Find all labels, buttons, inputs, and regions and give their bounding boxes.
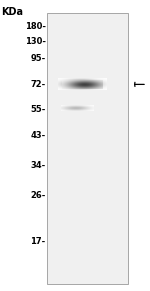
Text: KDa: KDa	[2, 7, 24, 17]
Text: 17-: 17-	[30, 237, 46, 246]
Text: 72-: 72-	[30, 80, 46, 89]
Text: 43-: 43-	[30, 132, 46, 140]
Text: 34-: 34-	[30, 162, 46, 170]
Text: 95-: 95-	[30, 54, 46, 63]
Text: 130-: 130-	[25, 37, 46, 46]
Text: 55-: 55-	[30, 105, 46, 114]
Text: 180-: 180-	[25, 22, 46, 31]
FancyBboxPatch shape	[47, 13, 128, 284]
Text: 26-: 26-	[30, 191, 46, 200]
